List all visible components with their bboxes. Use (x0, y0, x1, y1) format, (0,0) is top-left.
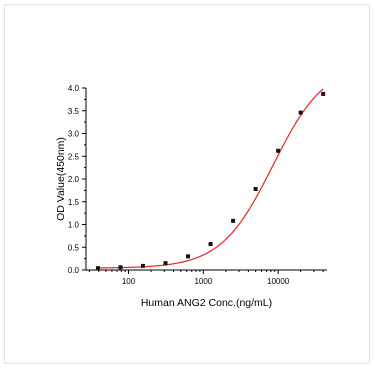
x-tick-label: 1000 (194, 277, 212, 286)
data-point (298, 110, 303, 115)
y-axis-label: OD Value(450nm) (55, 137, 67, 221)
y-tick-label: 0.0 (68, 266, 80, 275)
y-tick-label: 2.0 (68, 175, 80, 184)
y-tick-label: 1.5 (68, 198, 80, 207)
fit-curve (97, 88, 324, 269)
y-tick-label: 1.0 (68, 221, 80, 230)
x-axis-label: Human ANG2 Conc.(ng/mL) (141, 297, 272, 309)
data-point (276, 148, 281, 153)
data-point (140, 263, 145, 268)
chart-frame (4, 4, 370, 364)
x-tick-label: 100 (122, 277, 136, 286)
data-point (253, 187, 258, 192)
y-tick-label: 4.0 (68, 84, 80, 93)
data-point (95, 266, 100, 271)
x-tick-label: 10000 (267, 277, 290, 286)
y-tick-label: 3.5 (68, 107, 80, 116)
data-point (208, 242, 213, 247)
data-point (186, 254, 191, 259)
data-point (163, 261, 168, 266)
data-point (321, 91, 326, 96)
y-tick-label: 3.0 (68, 130, 80, 139)
data-point (118, 265, 123, 270)
data-point (231, 218, 236, 223)
y-tick-label: 2.5 (68, 152, 80, 161)
y-tick-label: 0.5 (68, 243, 80, 252)
